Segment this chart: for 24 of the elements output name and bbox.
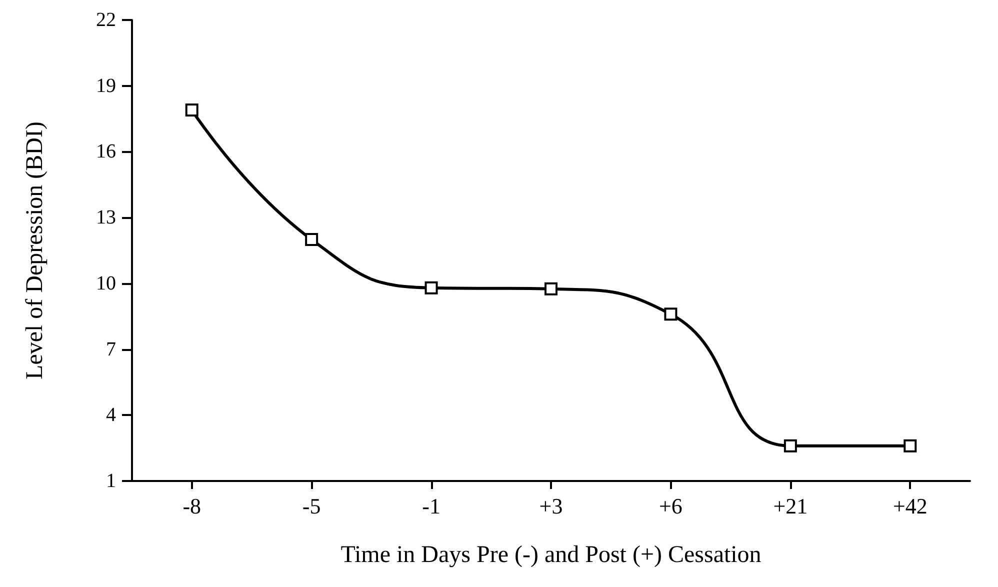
x-tick-label: +3	[539, 494, 563, 518]
y-tick-label: 4	[106, 404, 116, 426]
x-axis-title: Time in Days Pre (-) and Post (+) Cessation	[340, 542, 762, 568]
point	[424, 281, 438, 294]
x-tick-label: -1	[422, 494, 440, 518]
y-tick-label: 16	[96, 140, 116, 163]
x-tick-label: +42	[892, 494, 928, 518]
y-tick-label: 7	[106, 338, 116, 360]
y-tick-label: 13	[96, 206, 116, 229]
point	[664, 308, 678, 321]
x-tick-label: -5	[302, 494, 321, 518]
point	[185, 104, 198, 117]
y-tick-label: 1	[106, 470, 116, 492]
y-tick-label: 10	[96, 272, 116, 294]
y-tick-label: 22	[96, 9, 116, 31]
point	[904, 439, 917, 452]
x-tick-label: +21	[773, 494, 808, 518]
y-tick-label: 19	[96, 74, 116, 97]
x-tick-label: -8	[182, 494, 202, 518]
point	[305, 233, 318, 246]
x-tick-label: +6	[659, 494, 682, 518]
y-axis-title: Level of Depression (BDI)	[22, 122, 48, 380]
point	[544, 282, 558, 296]
point	[784, 439, 797, 452]
